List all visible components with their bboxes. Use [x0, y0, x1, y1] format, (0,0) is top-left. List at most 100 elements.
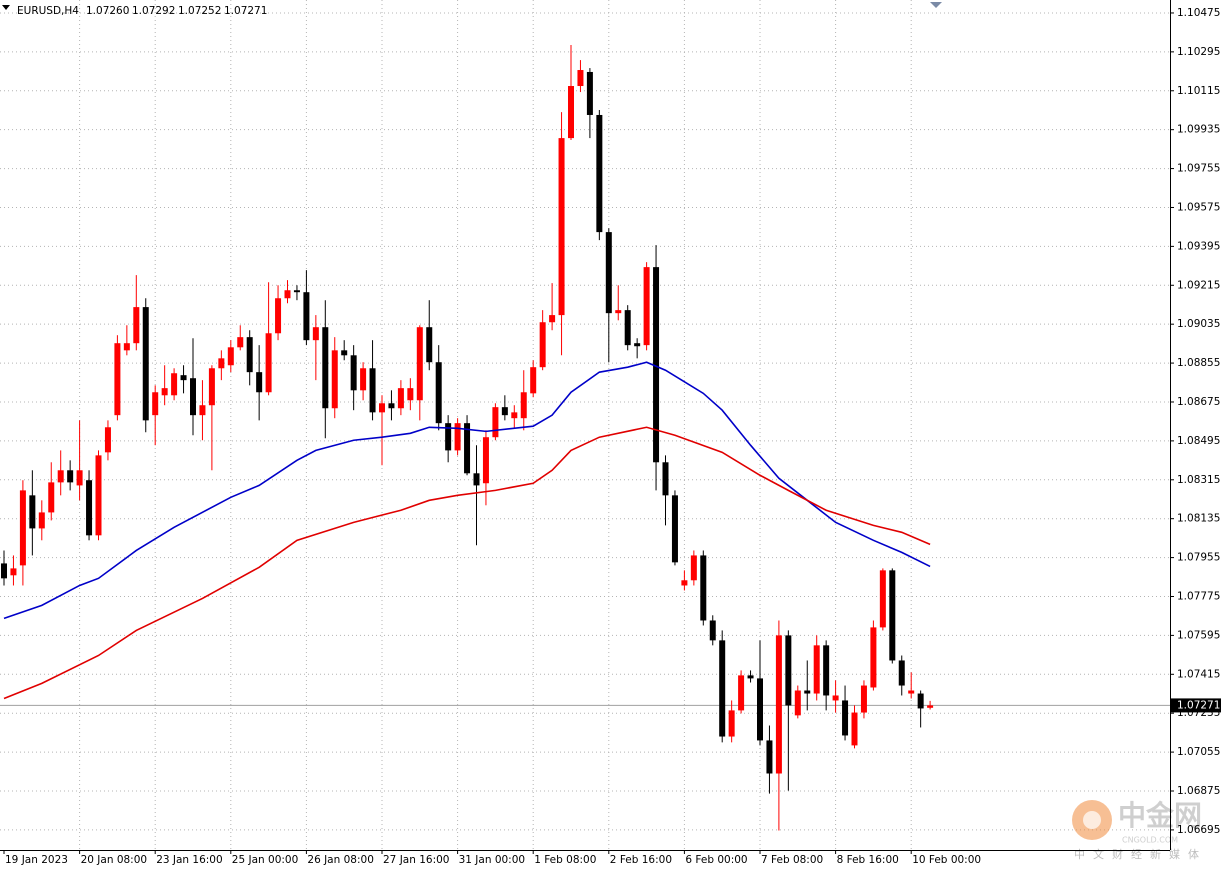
- candle-body: [435, 362, 442, 424]
- x-tick-label: 27 Jan 16:00: [383, 854, 449, 866]
- y-tick-label: 1.06875: [1177, 785, 1220, 797]
- candle-body: [662, 462, 669, 496]
- candle-body: [634, 343, 641, 347]
- candle-body: [142, 307, 149, 421]
- candle-body: [322, 327, 329, 409]
- candle-body: [870, 627, 877, 688]
- candle-body: [303, 292, 310, 341]
- x-tick-label: 23 Jan 16:00: [156, 854, 222, 866]
- y-tick-label: 1.09935: [1177, 124, 1220, 136]
- candle-body: [530, 367, 537, 394]
- candle-body: [57, 470, 64, 483]
- candle-body: [624, 310, 631, 346]
- candle-body: [293, 290, 300, 293]
- candle-body: [501, 407, 508, 416]
- candle-body: [615, 310, 622, 314]
- y-tick-label: 1.07055: [1177, 746, 1220, 758]
- candle-body: [350, 355, 357, 391]
- candle-body: [860, 685, 867, 713]
- quote-value: 1.07260: [86, 5, 129, 17]
- chart-title: EURUSD,H4: [17, 5, 79, 17]
- candle-body: [549, 315, 556, 323]
- menu-triangle[interactable]: [2, 5, 10, 10]
- candle-body: [284, 290, 291, 299]
- candle-body: [1, 563, 7, 579]
- candle-body: [190, 378, 196, 416]
- candle-body: [397, 388, 404, 409]
- candle-body: [218, 358, 225, 369]
- candle-body: [152, 392, 159, 416]
- candle-body: [757, 678, 763, 741]
- candle-body: [237, 337, 244, 348]
- candle-body: [227, 347, 234, 366]
- candle-body: [889, 570, 896, 661]
- quote: 1.07260 1.07292 1.07252 1.07271: [86, 5, 267, 17]
- y-tick-label: 1.08495: [1177, 435, 1220, 447]
- shift-marker[interactable]: [930, 2, 942, 8]
- candle-body: [596, 114, 603, 233]
- candle-body: [482, 437, 489, 484]
- candle-body: [851, 712, 858, 746]
- candle-body: [312, 327, 319, 341]
- candle-body: [133, 307, 140, 344]
- candle-body: [407, 388, 414, 401]
- candle-body: [76, 470, 83, 486]
- candle-body: [114, 343, 121, 416]
- candle-body: [171, 373, 178, 396]
- candle-body: [445, 423, 452, 451]
- y-tick-label: 1.08675: [1177, 396, 1220, 408]
- candle-body: [823, 645, 830, 696]
- candle-body: [246, 337, 253, 373]
- x-tick-label: 19 Jan 2023: [5, 854, 68, 866]
- quote-value: 1.07292: [132, 5, 175, 17]
- x-tick-label: 31 Jan 00:00: [459, 854, 525, 866]
- candle-body: [426, 327, 433, 363]
- candle-body: [775, 635, 782, 774]
- candle-body: [908, 690, 915, 694]
- candle-body: [388, 403, 395, 409]
- x-tick-label: 20 Jan 08:00: [81, 854, 147, 866]
- x-tick-label: 8 Feb 16:00: [837, 854, 899, 866]
- y-tick-label: 1.09035: [1177, 318, 1220, 330]
- candle-body: [199, 405, 206, 416]
- candle-body: [728, 710, 735, 737]
- y-tick-label: 1.08855: [1177, 357, 1220, 369]
- watermark-name: 中金网: [1118, 799, 1202, 832]
- y-tick-label: 1.10115: [1177, 85, 1220, 97]
- candle-body: [416, 327, 423, 401]
- candle-body: [719, 640, 726, 737]
- candle-body: [341, 350, 348, 356]
- watermark-slogan: 中文财经新媒体: [1074, 847, 1207, 861]
- x-tick-label: 26 Jan 08:00: [307, 854, 373, 866]
- candle-body: [586, 71, 593, 115]
- x-tick-label: 6 Feb 00:00: [685, 854, 747, 866]
- quote-value: 1.07271: [224, 5, 267, 17]
- y-tick-label: 1.09755: [1177, 163, 1220, 175]
- candle-body: [671, 495, 678, 563]
- candle-body: [10, 568, 17, 576]
- candle-body: [577, 70, 584, 87]
- candle-body: [568, 86, 574, 139]
- candle-body: [123, 343, 130, 351]
- y-tick-label: 1.09575: [1177, 201, 1220, 213]
- candle-body: [766, 740, 773, 774]
- plot-area: [0, 44, 1170, 831]
- candle-body: [804, 690, 811, 694]
- y-tick-label: 1.09215: [1177, 279, 1220, 291]
- candle-body: [95, 455, 102, 536]
- candle-body: [879, 570, 886, 628]
- candle-body: [690, 555, 697, 581]
- y-tick-label: 1.09395: [1177, 240, 1220, 252]
- y-tick-label: 1.07595: [1177, 629, 1220, 641]
- candle-body: [86, 480, 93, 536]
- moving-average: [3, 426, 931, 700]
- candle-body: [275, 298, 282, 334]
- candle-body: [832, 695, 839, 701]
- candle-body: [464, 423, 471, 474]
- candle-body: [709, 620, 716, 641]
- current-price-label: 1.07271: [1177, 699, 1220, 711]
- x-tick-label: 2 Feb 16:00: [610, 854, 672, 866]
- watermark: 中金网 CNGOLD.COM 中文财经新媒体: [1072, 799, 1207, 861]
- candle-body: [473, 473, 480, 486]
